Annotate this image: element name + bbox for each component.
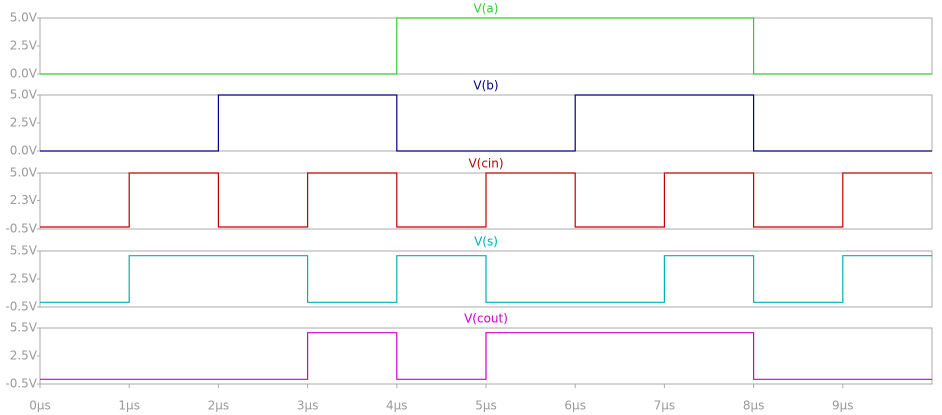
y-tick-label: 5.0V — [10, 88, 38, 102]
waveform — [40, 94, 932, 152]
pane-title: V(cout) — [464, 312, 508, 326]
y-tick-label: -0.5V — [5, 300, 37, 314]
x-tick-label: 2µs — [208, 399, 230, 413]
x-tick-label: 9µs — [832, 399, 854, 413]
x-tick-label: 8µs — [743, 399, 765, 413]
y-tick-label: 5.5V — [10, 321, 38, 335]
pane-title: V(a) — [474, 2, 499, 16]
pane-title: V(s) — [474, 235, 498, 249]
waveform — [40, 17, 932, 75]
y-tick-label: 2.5V — [10, 39, 38, 53]
y-tick-label: -0.5V — [5, 222, 37, 236]
pane-border — [39, 17, 933, 75]
x-tick-label: 7µs — [654, 399, 676, 413]
y-tick-label: 0.0V — [10, 144, 38, 158]
y-tick-label: 5.5V — [10, 244, 38, 258]
y-tick-label: 2.5V — [10, 116, 38, 130]
y-tick-label: -0.5V — [5, 377, 37, 391]
pane-title: V(b) — [473, 79, 498, 93]
y-tick-label: 2.5V — [10, 349, 38, 363]
x-tick-label: 4µs — [386, 399, 408, 413]
x-tick-label: 3µs — [297, 399, 319, 413]
y-tick-label: 2.5V — [10, 272, 38, 286]
y-tick-label: 2.3V — [10, 193, 38, 207]
pane-border — [39, 94, 933, 152]
y-tick-label: 5.0V — [10, 166, 38, 180]
x-tick-label: 1µs — [118, 399, 140, 413]
pane-title: V(cin) — [468, 157, 503, 171]
y-tick-label: 5.0V — [10, 11, 38, 25]
x-tick-label: 0µs — [29, 399, 51, 413]
waveform — [40, 255, 932, 303]
waveform — [40, 332, 932, 380]
y-tick-label: 0.0V — [10, 67, 38, 81]
x-tick-label: 6µs — [564, 399, 586, 413]
x-tick-label: 5µs — [475, 399, 497, 413]
waveform — [40, 172, 932, 228]
